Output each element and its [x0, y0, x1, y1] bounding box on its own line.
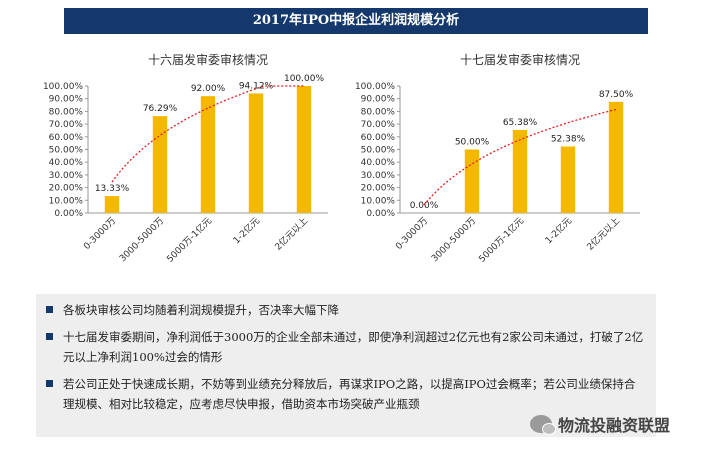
watermark-text: 物流投融资联盟	[558, 416, 671, 435]
y-tick-label: 70.00%	[49, 120, 84, 130]
data-label: 13.33%	[95, 184, 130, 194]
y-tick-label: 90.00%	[49, 95, 84, 105]
y-tick-label: 10.00%	[49, 196, 84, 206]
x-tick-label: 5000万-1亿元	[164, 215, 214, 265]
bullet-square-icon	[46, 306, 53, 313]
bullet-square-icon	[46, 380, 53, 387]
chart-svg: 十七届发审委审核情况 0.00% 10.00% 20.00% 30.00% 40.00% 5…	[355, 52, 640, 265]
y-tick-label: 0.00%	[366, 209, 395, 219]
x-tick-label: 0-3000万	[394, 216, 430, 252]
bullet-square-icon	[46, 333, 53, 340]
y-tick-label: 80.00%	[49, 107, 84, 117]
y-tick-label: 80.00%	[361, 107, 396, 117]
bar	[104, 196, 120, 213]
chart-title: 十六届发审委审核情况	[148, 52, 268, 67]
watermark: 物流投融资联盟	[530, 412, 670, 436]
x-tick-label: 5000万-1亿元	[476, 215, 526, 265]
data-label: 52.38%	[551, 134, 586, 144]
bar	[248, 93, 264, 213]
y-tick-label: 40.00%	[361, 158, 396, 168]
bar	[296, 86, 312, 213]
y-tick-label: 60.00%	[49, 133, 84, 143]
chart-sixteenth-committee: 十六届发审委审核情况 0.00% 10.00% 20.00% 30.00% 40.00% 5…	[38, 48, 338, 288]
x-tick-label: 3000-5000万	[118, 216, 166, 264]
bullet-text: 各板块审核公司均随着利润规模提升，否决率大幅下降	[63, 303, 339, 317]
x-tick-label: 0-3000万	[82, 216, 118, 252]
bar	[608, 101, 624, 213]
y-tick-label: 100.00%	[43, 82, 83, 92]
y-tick-label: 50.00%	[361, 146, 396, 156]
y-tick-label: 0.00%	[54, 209, 83, 219]
data-label: 94.12%	[239, 81, 274, 91]
x-tick-label: 3000-5000万	[430, 216, 478, 264]
bar	[464, 149, 480, 213]
y-tick-label: 20.00%	[361, 184, 396, 194]
y-tick-label: 50.00%	[49, 146, 84, 156]
y-tick-label: 90.00%	[361, 95, 396, 105]
bullet-item: 若公司正处于快速成长期，不妨等到业绩充分释放后，再谋求IPO之路，以提高IPO过…	[46, 374, 646, 414]
y-tick-label: 10.00%	[361, 196, 396, 206]
x-tick-label: 1-2亿元	[543, 215, 575, 247]
y-tick-label: 60.00%	[361, 133, 396, 143]
bullet-item: 十七届发审委期间，净利润低于3000万的企业全部未通过，即使净利润超过2亿元也有…	[46, 327, 646, 367]
y-tick-label: 100.00%	[355, 82, 395, 92]
x-tick-label: 2亿元以上	[272, 215, 310, 253]
y-tick-label: 20.00%	[49, 184, 84, 194]
data-label: 0.00%	[410, 201, 439, 211]
x-tick-label: 1-2亿元	[231, 215, 263, 247]
chart-title: 十七届发审委审核情况	[460, 52, 580, 67]
bullet-item: 各板块审核公司均随着利润规模提升，否决率大幅下降	[46, 300, 646, 320]
summary-panel: 各板块审核公司均随着利润规模提升，否决率大幅下降 十七届发审委期间，净利润低于3…	[36, 294, 656, 437]
wechat-icon	[530, 415, 556, 435]
x-tick-label: 2亿元以上	[584, 215, 622, 253]
bar	[512, 129, 528, 213]
bullet-text: 十七届发审委期间，净利润低于3000万的企业全部未通过，即使净利润超过2亿元也有…	[63, 330, 644, 364]
data-label: 87.50%	[599, 90, 634, 100]
y-tick-label: 70.00%	[361, 120, 396, 130]
bar	[200, 96, 216, 213]
y-tick-label: 40.00%	[49, 158, 84, 168]
data-label: 50.00%	[455, 138, 490, 148]
bar	[560, 146, 576, 213]
chart-svg: 十六届发审委审核情况 0.00% 10.00% 20.00% 30.00% 40.00% 5…	[43, 52, 328, 265]
y-tick-label: 30.00%	[361, 171, 396, 181]
chart-seventeenth-committee: 十七届发审委审核情况 0.00% 10.00% 20.00% 30.00% 40.00% 5…	[350, 48, 650, 288]
page-title: 2017年IPO中报企业利润规模分析	[64, 8, 648, 34]
y-tick-label: 30.00%	[49, 171, 84, 181]
bar	[152, 116, 168, 213]
bullet-text: 若公司正处于快速成长期，不妨等到业绩充分释放后，再谋求IPO之路，以提高IPO过…	[63, 377, 636, 411]
data-label: 76.29%	[143, 104, 178, 114]
data-label: 65.38%	[503, 118, 538, 128]
data-label: 100.00%	[284, 74, 324, 84]
trend-line	[423, 108, 617, 206]
data-label: 92.00%	[191, 84, 226, 94]
